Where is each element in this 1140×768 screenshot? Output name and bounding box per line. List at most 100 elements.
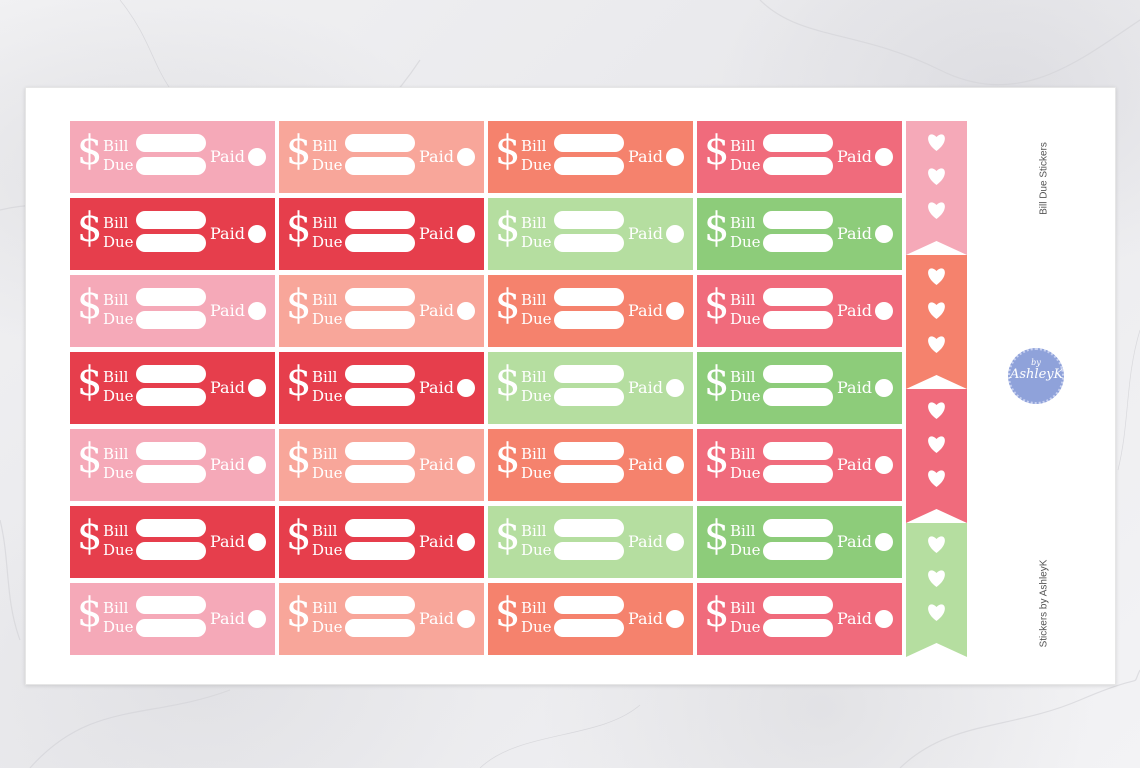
bill-label: Bill [312, 214, 338, 232]
dollar-sign-icon: $ [704, 436, 730, 482]
bill-due-sticker: $ Bill Due Paid [697, 506, 902, 578]
bill-due-sticker: $ Bill Due Paid [70, 429, 275, 501]
bill-label: Bill [312, 522, 338, 540]
bill-label: Bill [521, 291, 547, 309]
bill-label: Bill [103, 522, 129, 540]
bill-due-sticker: $ Bill Due Paid [488, 352, 693, 424]
bill-write-line [763, 365, 833, 383]
bill-write-line [136, 596, 206, 614]
due-write-line [136, 542, 206, 560]
bill-write-line [763, 288, 833, 306]
paid-checkbox-circle [875, 225, 893, 243]
sheet-title: Bill Due Stickers [1038, 142, 1050, 215]
heart-icon [928, 536, 945, 553]
bill-due-sticker: $ Bill Due Paid [279, 583, 484, 655]
dollar-sign-icon: $ [495, 436, 521, 482]
paid-label: Paid [628, 378, 663, 397]
dollar-sign-icon: $ [286, 590, 312, 636]
bill-write-line [136, 211, 206, 229]
paid-checkbox-circle [666, 148, 684, 166]
bill-due-sticker: $ Bill Due Paid [279, 352, 484, 424]
due-label: Due [103, 618, 134, 636]
paid-label: Paid [210, 224, 245, 243]
dollar-sign-icon: $ [704, 128, 730, 174]
bill-write-line [136, 365, 206, 383]
paid-checkbox-circle [666, 379, 684, 397]
paid-label: Paid [419, 147, 454, 166]
paid-checkbox-circle [457, 379, 475, 397]
dollar-sign-icon: $ [77, 513, 103, 559]
dollar-sign-icon: $ [286, 436, 312, 482]
dollar-sign-icon: $ [495, 205, 521, 251]
paid-checkbox-circle [875, 456, 893, 474]
bill-due-sticker: $ Bill Due Paid [70, 121, 275, 193]
sticker-sheet: $ Bill Due Paid $ Bill Due Paid $ Bill Due Paid $ Bil… [25, 87, 1116, 685]
bill-label: Bill [521, 599, 547, 617]
bill-write-line [763, 442, 833, 460]
bill-due-sticker: $ Bill Due Paid [279, 429, 484, 501]
dollar-sign-icon: $ [495, 128, 521, 174]
paid-checkbox-circle [666, 610, 684, 628]
bill-label: Bill [521, 368, 547, 386]
due-write-line [554, 311, 624, 329]
bill-due-sticker: $ Bill Due Paid [70, 583, 275, 655]
heart-icon [928, 134, 945, 151]
due-write-line [763, 619, 833, 637]
due-label: Due [521, 233, 552, 251]
bill-due-sticker: $ Bill Due Paid [697, 583, 902, 655]
dollar-sign-icon: $ [286, 128, 312, 174]
dollar-sign-icon: $ [286, 282, 312, 328]
bill-label: Bill [521, 137, 547, 155]
bill-label: Bill [312, 137, 338, 155]
heart-icon [928, 402, 945, 419]
due-write-line [554, 619, 624, 637]
dollar-sign-icon: $ [704, 205, 730, 251]
due-write-line [345, 465, 415, 483]
bill-label: Bill [103, 137, 129, 155]
bill-due-sticker: $ Bill Due Paid [70, 198, 275, 270]
dollar-sign-icon: $ [77, 205, 103, 251]
due-label: Due [730, 310, 761, 328]
bill-due-sticker: $ Bill Due Paid [279, 198, 484, 270]
paid-label: Paid [837, 609, 872, 628]
bill-label: Bill [730, 214, 756, 232]
due-label: Due [521, 387, 552, 405]
paid-checkbox-circle [457, 148, 475, 166]
bill-due-sticker: $ Bill Due Paid [488, 121, 693, 193]
paid-label: Paid [419, 378, 454, 397]
bill-due-sticker: $ Bill Due Paid [279, 506, 484, 578]
heart-icon [928, 168, 945, 185]
paid-checkbox-circle [248, 225, 266, 243]
heart-flag-sticker [906, 121, 967, 255]
bill-due-sticker: $ Bill Due Paid [488, 429, 693, 501]
due-label: Due [521, 310, 552, 328]
paid-checkbox-circle [875, 148, 893, 166]
bill-label: Bill [521, 214, 547, 232]
bill-due-sticker: $ Bill Due Paid [697, 352, 902, 424]
bill-label: Bill [312, 368, 338, 386]
bill-label: Bill [521, 445, 547, 463]
paid-label: Paid [210, 455, 245, 474]
logo-by-text: by [1031, 358, 1041, 367]
paid-label: Paid [628, 532, 663, 551]
bill-due-sticker: $ Bill Due Paid [488, 275, 693, 347]
paid-label: Paid [837, 532, 872, 551]
bill-label: Bill [103, 445, 129, 463]
heart-icon [928, 570, 945, 587]
bill-write-line [345, 134, 415, 152]
bill-write-line [345, 442, 415, 460]
due-label: Due [730, 464, 761, 482]
paid-checkbox-circle [875, 610, 893, 628]
bill-write-line [345, 211, 415, 229]
bill-label: Bill [312, 291, 338, 309]
paid-label: Paid [628, 147, 663, 166]
paid-label: Paid [210, 301, 245, 320]
bill-label: Bill [730, 522, 756, 540]
paid-checkbox-circle [875, 379, 893, 397]
due-write-line [763, 542, 833, 560]
dollar-sign-icon: $ [704, 359, 730, 405]
bill-due-sticker: $ Bill Due Paid [697, 198, 902, 270]
dollar-sign-icon: $ [495, 590, 521, 636]
due-write-line [554, 465, 624, 483]
dollar-sign-icon: $ [77, 128, 103, 174]
